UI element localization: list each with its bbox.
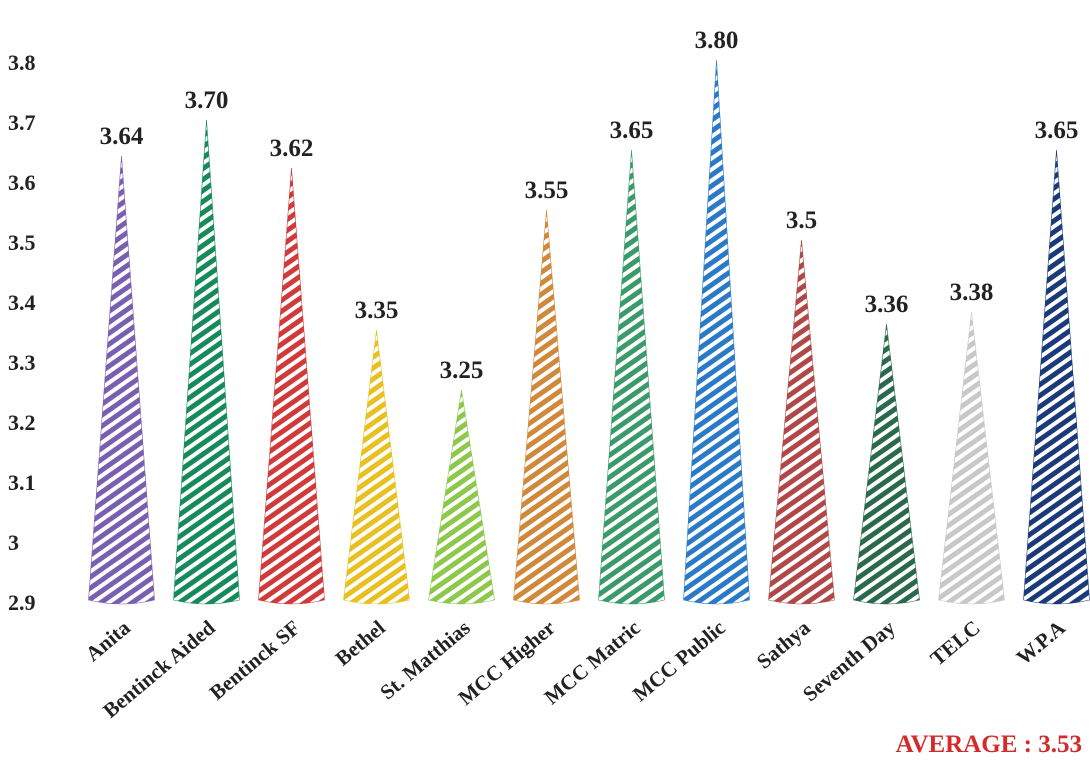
y-tick-label: 3.7 [8, 110, 36, 135]
x-tick-label: Anita [81, 615, 135, 666]
cone [428, 389, 495, 605]
cone [938, 311, 1005, 605]
cone [88, 155, 155, 605]
y-tick-label: 3.2 [8, 410, 36, 435]
cone [173, 119, 240, 605]
x-tick-label: Bethel [331, 615, 390, 670]
cone [343, 329, 410, 605]
value-label: 3.55 [525, 177, 569, 204]
y-tick-label: 3.3 [8, 350, 36, 375]
x-tick-label: MCC Public [628, 615, 730, 706]
y-tick-label: 3.6 [8, 170, 36, 195]
average-annotation: AVERAGE : 3.53 [896, 731, 1082, 758]
value-label: 3.80 [695, 27, 739, 54]
value-label: 3.65 [1035, 117, 1079, 144]
y-tick-label: 3.1 [8, 470, 36, 495]
cone [1023, 149, 1090, 605]
value-label: 3.62 [270, 135, 314, 162]
x-tick-label: Bentinck SF [205, 615, 305, 704]
y-tick-label: 2.9 [8, 590, 36, 615]
value-label: 3.64 [100, 123, 144, 150]
y-tick-label: 3.5 [8, 230, 36, 255]
y-tick-label: 3.4 [8, 290, 36, 315]
x-tick-label: Seventh Day [798, 615, 900, 706]
cone [598, 149, 665, 605]
y-tick-label: 3 [8, 530, 19, 555]
value-label: 3.35 [355, 297, 399, 324]
cone [853, 323, 920, 605]
value-label: 3.25 [440, 357, 484, 384]
x-tick-label: W.P.A [1012, 615, 1071, 670]
cone [258, 167, 325, 605]
value-label: 3.38 [950, 279, 994, 306]
value-label: 3.70 [185, 87, 229, 114]
value-label: 3.36 [865, 291, 909, 318]
cone [513, 209, 580, 605]
x-tick-label: Sathya [752, 615, 815, 673]
cone [768, 239, 835, 605]
y-tick-label: 3.8 [8, 50, 36, 75]
cone [683, 59, 750, 605]
value-label: 3.65 [610, 117, 654, 144]
value-label: 3.5 [786, 207, 817, 234]
x-tick-label: TELC [925, 615, 984, 670]
